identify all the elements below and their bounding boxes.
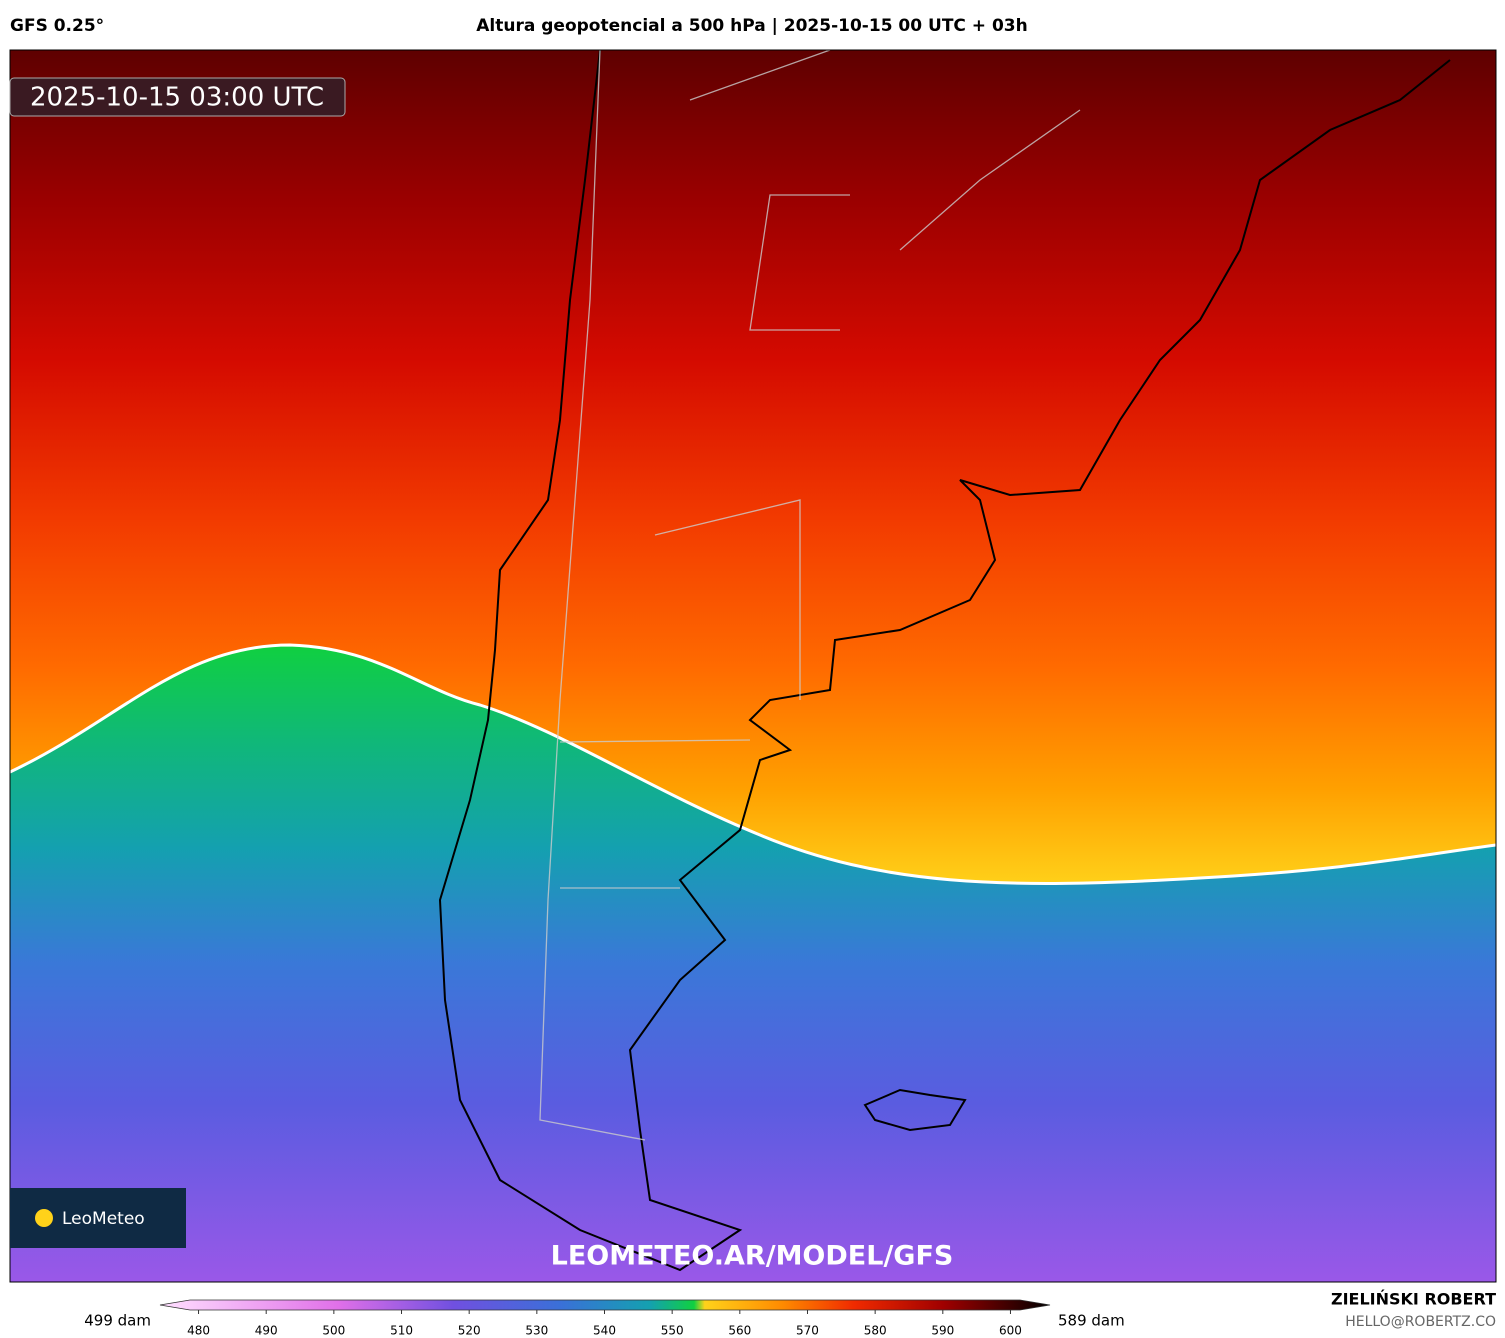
colorbar-tick-label: 520 xyxy=(458,1324,481,1338)
colorbar-min: 499 dam xyxy=(84,1312,151,1330)
borders xyxy=(539,50,1081,1141)
logo-text: LeoMeteo xyxy=(62,1209,145,1229)
watermark: LEOMETEO.AR/MODEL/GFS xyxy=(551,1241,954,1272)
colorbar-tick-label: 600 xyxy=(999,1324,1022,1338)
falklands xyxy=(863,1088,967,1132)
colorbar-tick-label: 590 xyxy=(931,1324,954,1338)
contour-552 xyxy=(10,643,1496,885)
author: ZIELIŃSKI ROBERT xyxy=(1331,1290,1496,1309)
map-frame xyxy=(9,49,1497,1283)
colorbar: 499 dam 589 dam xyxy=(84,1299,1125,1330)
colorbar-tick-label: 540 xyxy=(593,1324,616,1338)
map-title: Altura geopotencial a 500 hPa | 2025-10-… xyxy=(476,16,1027,36)
email: HELLO@ROBERTZ.CO xyxy=(1345,1314,1496,1330)
colorbar-tick-label: 560 xyxy=(728,1324,751,1338)
colorbar-tick-label: 570 xyxy=(796,1324,819,1338)
colorbar-max: 589 dam xyxy=(1058,1312,1125,1330)
coastline xyxy=(438,50,1451,1272)
colorbar-tick-label: 530 xyxy=(525,1324,548,1338)
valid-time: 2025-10-15 03:00 UTC xyxy=(30,83,324,113)
colorbar-tick-label: 480 xyxy=(187,1324,210,1338)
height-field-south xyxy=(10,645,1496,1282)
colorbar-tick-label: 500 xyxy=(322,1324,345,1338)
colorbar-tick-label: 580 xyxy=(864,1324,887,1338)
time-box xyxy=(9,77,346,117)
colorbar-bar xyxy=(159,1299,1051,1311)
colorbar-tick-label: 510 xyxy=(390,1324,413,1338)
map-area xyxy=(10,50,1496,1282)
model-label: GFS 0.25° xyxy=(10,16,104,36)
colorbar-tick-label: 550 xyxy=(661,1324,684,1338)
logo-sun xyxy=(35,1209,53,1227)
colorbar-tick-label: 490 xyxy=(255,1324,278,1338)
